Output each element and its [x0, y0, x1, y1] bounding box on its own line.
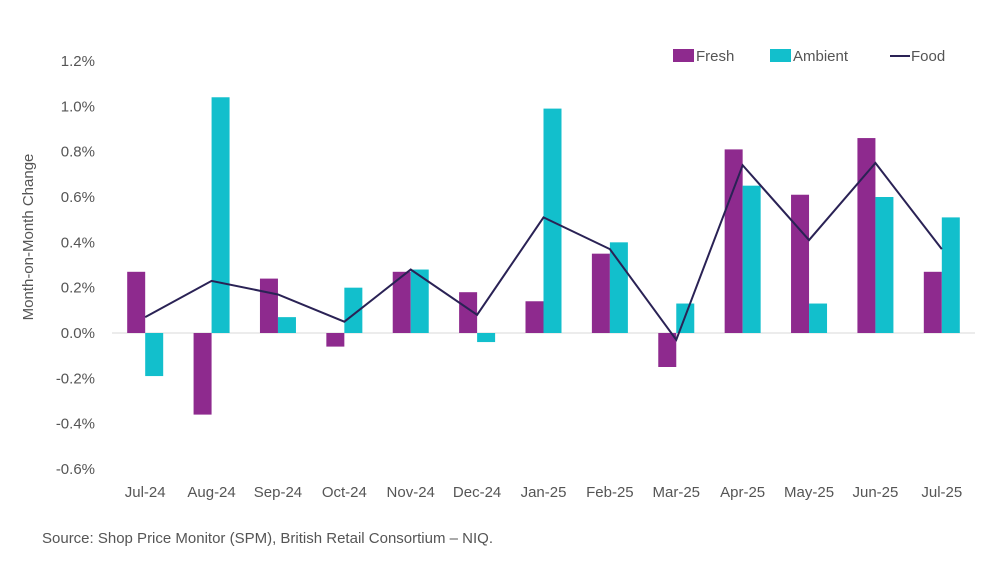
fresh-bar: [857, 138, 876, 333]
x-tick-label: Apr-25: [720, 484, 765, 501]
y-tick-label: 0.0%: [61, 325, 95, 342]
y-tick-label: 0.2%: [61, 280, 95, 297]
fresh-bar: [724, 149, 743, 333]
legend-ambient-label: Ambient: [793, 48, 849, 65]
x-tick-label: Sep-24: [254, 484, 302, 501]
x-tick-label: Nov-24: [387, 484, 435, 501]
fresh-bar: [326, 333, 345, 347]
fresh-bar: [392, 271, 411, 333]
x-tick-label: Jul-24: [125, 484, 166, 501]
x-tick-label: Oct-24: [322, 484, 367, 501]
ambient-bar: [742, 185, 761, 333]
ambient-bar: [145, 333, 164, 377]
y-tick-label: 1.2%: [61, 53, 95, 70]
x-axis-ticks: Jul-24 Aug-24 Sep-24 Oct-24 Nov-24 Dec-24 Jan-…: [125, 484, 962, 501]
chart: 1.2% 1.0% 0.8% 0.6% 0.4% 0.2% 0.0% -0.2% -0.4% -0…: [20, 48, 975, 501]
fresh-bar: [923, 271, 942, 333]
legend-fresh-label: Fresh: [696, 48, 734, 65]
x-tick-label: Jul-25: [921, 484, 962, 501]
y-tick-label: -0.2%: [56, 370, 95, 387]
ambient-bar: [941, 217, 960, 333]
x-tick-label: Dec-24: [453, 484, 501, 501]
y-axis-title: Month-on-Month Change: [20, 154, 37, 321]
y-tick-label: 0.8%: [61, 144, 95, 161]
fresh-bar: [591, 253, 610, 333]
ambient-bar: [410, 269, 429, 333]
fresh-bar: [259, 278, 278, 333]
fresh-bar: [193, 333, 212, 415]
legend-food-label: Food: [911, 48, 945, 65]
x-tick-label: Feb-25: [586, 484, 634, 501]
y-axis-ticks: 1.2% 1.0% 0.8% 0.6% 0.4% 0.2% 0.0% -0.2% -0.4% -0…: [56, 53, 95, 478]
y-tick-label: 1.0%: [61, 98, 95, 115]
y-tick-label: -0.6%: [56, 461, 95, 478]
y-tick-label: -0.4%: [56, 416, 95, 433]
x-tick-label: Jun-25: [852, 484, 898, 501]
fresh-bar: [658, 333, 677, 367]
x-tick-label: Jan-25: [521, 484, 567, 501]
food-series-line: [144, 161, 943, 342]
ambient-bar: [211, 97, 230, 334]
ambient-bar: [809, 303, 828, 333]
x-tick-label: Aug-24: [187, 484, 235, 501]
y-tick-label: 0.4%: [61, 234, 95, 251]
source-note: Source: Shop Price Monitor (SPM), Britis…: [42, 530, 493, 547]
legend-ambient-swatch: [770, 49, 791, 62]
ambient-bar: [609, 242, 628, 333]
x-tick-label: May-25: [784, 484, 834, 501]
legend: Fresh Ambient Food: [673, 48, 945, 65]
ambient-bar: [875, 197, 894, 333]
fresh-bar: [791, 194, 810, 333]
legend-fresh-swatch: [673, 49, 694, 62]
fresh-bar: [525, 301, 544, 333]
ambient-bar: [344, 287, 363, 333]
ambient-bar: [277, 317, 296, 333]
food-line-group: [144, 161, 943, 342]
fresh-bar: [127, 271, 146, 333]
y-tick-label: 0.6%: [61, 189, 95, 206]
x-tick-label: Mar-25: [653, 484, 701, 501]
fresh-bar: [459, 292, 478, 333]
bars: [127, 97, 960, 415]
ambient-bar: [477, 333, 496, 343]
